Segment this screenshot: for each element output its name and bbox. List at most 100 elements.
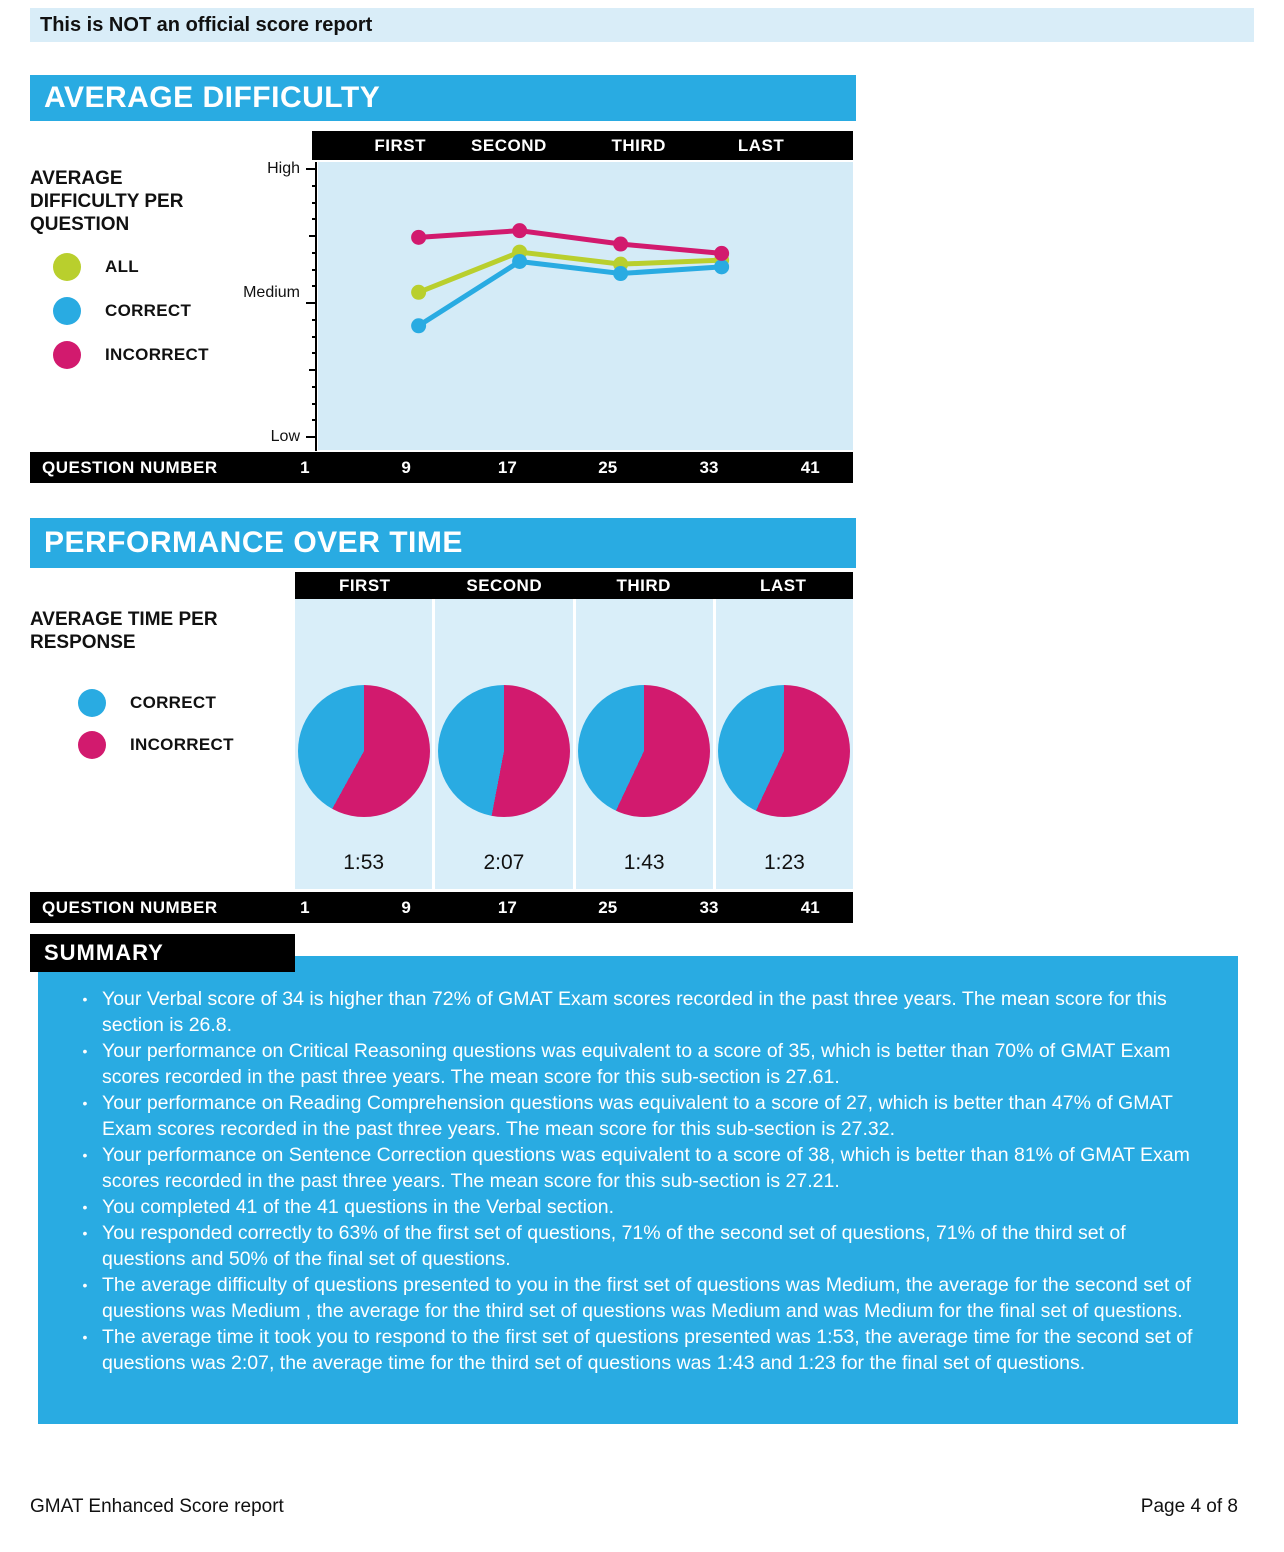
summary-bullet-item: • You completed 41 of the 41 questions in… bbox=[68, 1194, 1204, 1220]
summary-bullet-text: Your performance on Sentence Correction … bbox=[102, 1144, 1190, 1192]
series-line-all bbox=[417, 249, 722, 295]
y-axis-label-low: Low bbox=[270, 428, 300, 445]
question-number-1: 1 bbox=[300, 898, 310, 917]
data-point-incorrect bbox=[613, 236, 629, 252]
y-axis-tick bbox=[306, 168, 316, 170]
legend-label-all: ALL bbox=[105, 257, 139, 276]
summary-bullet-item: • Your performance on Critical Reasoning … bbox=[68, 1038, 1204, 1090]
legend-item-correct: CORRECT bbox=[78, 689, 234, 717]
time-chart-label: AVERAGE TIME PER RESPONSE bbox=[30, 609, 218, 653]
section-title-performance-over-time: PERFORMANCE OVER TIME bbox=[30, 518, 856, 568]
difficulty-line-chart bbox=[318, 162, 853, 450]
y-axis-tick bbox=[312, 352, 316, 355]
y-axis-tick bbox=[312, 251, 316, 254]
pie-panel-first: 1:53 bbox=[295, 599, 433, 889]
summary-bullet-text: You completed 41 of the 41 questions in … bbox=[102, 1196, 615, 1218]
legend-item-all: ALL bbox=[53, 253, 209, 281]
bullet-icon: • bbox=[82, 991, 88, 1007]
section-title-text: PERFORMANCE OVER TIME bbox=[44, 526, 463, 559]
y-axis-tick bbox=[312, 184, 316, 187]
set-label-last: LAST bbox=[760, 576, 807, 595]
bullet-icon: • bbox=[82, 1199, 88, 1215]
question-number-25: 25 bbox=[598, 898, 618, 917]
footer-page-number: Page 4 of 8 bbox=[1140, 1496, 1238, 1517]
y-axis-tick bbox=[312, 318, 316, 321]
data-point-incorrect bbox=[411, 229, 427, 245]
bullet-icon: • bbox=[82, 1095, 88, 1111]
bullet-icon: • bbox=[82, 1043, 88, 1059]
question-number-9: 9 bbox=[401, 898, 411, 917]
avg-time-value-second: 2:07 bbox=[483, 851, 525, 874]
pie-chart-last bbox=[718, 685, 851, 817]
legend-item-incorrect: INCORRECT bbox=[53, 341, 209, 369]
y-axis-tick bbox=[312, 385, 316, 388]
summary-bullet-text: Your Verbal score of 34 is higher than 7… bbox=[102, 988, 1167, 1036]
summary-bullet-item: • Your performance on Sentence Correction… bbox=[68, 1142, 1204, 1194]
set-label-last: LAST bbox=[737, 136, 785, 155]
y-axis-tick bbox=[312, 201, 316, 204]
set-label-third: THIRD bbox=[616, 576, 671, 595]
set-label-second: SECOND bbox=[471, 136, 547, 155]
bullet-icon: • bbox=[82, 1225, 88, 1241]
legend-item-correct: CORRECT bbox=[53, 297, 209, 325]
summary-bullet-text: You responded correctly to 63% of the fi… bbox=[102, 1222, 1126, 1270]
question-number-17: 17 bbox=[497, 458, 517, 477]
legend-dot-correct-icon bbox=[78, 689, 106, 717]
pie-chart-grid: 1:53 2:07 1:43 1:23 bbox=[295, 599, 853, 889]
summary-bullet-item: • The average time it took you to respond… bbox=[68, 1324, 1204, 1376]
y-axis-label-medium: Medium bbox=[243, 284, 300, 301]
data-point-correct bbox=[411, 318, 427, 334]
difficulty-question-number-bar: QUESTION NUMBER 1 9 17 25 33 41 bbox=[30, 452, 853, 483]
series-line-correct bbox=[417, 258, 722, 328]
time-legend: CORRECT INCORRECT bbox=[78, 689, 234, 759]
legend-dot-incorrect-icon bbox=[78, 731, 106, 759]
pie-panel-last: 1:23 bbox=[715, 599, 853, 889]
y-axis-tick bbox=[309, 369, 316, 371]
y-axis-tick bbox=[312, 285, 316, 288]
section-title-text: AVERAGE DIFFICULTY bbox=[44, 81, 381, 114]
pie-chart-third bbox=[578, 685, 711, 817]
set-label-first: FIRST bbox=[338, 576, 391, 595]
summary-bullet-item: • You responded correctly to 63% of the f… bbox=[68, 1220, 1204, 1272]
summary-bullet-item: • Your Verbal score of 34 is higher than … bbox=[68, 986, 1204, 1038]
data-point-incorrect bbox=[512, 223, 528, 239]
summary-bullet-text: The average difficulty of questions pres… bbox=[102, 1274, 1192, 1322]
difficulty-legend: ALL CORRECT INCORRECT bbox=[53, 253, 209, 369]
pie-chart-first bbox=[297, 685, 430, 817]
footer-report-name: GMAT Enhanced Score report bbox=[30, 1496, 284, 1517]
bullet-icon: • bbox=[82, 1147, 88, 1163]
set-label-second: SECOND bbox=[466, 576, 543, 595]
question-number-9: 9 bbox=[401, 458, 411, 477]
pie-chart-second bbox=[437, 685, 570, 817]
summary-bullet-text: Your performance on Reading Comprehensio… bbox=[102, 1092, 1173, 1140]
data-point-correct bbox=[512, 253, 528, 269]
summary-title-box: SUMMARY bbox=[30, 934, 295, 972]
y-axis-tick bbox=[306, 436, 316, 438]
data-point-all bbox=[411, 284, 427, 300]
difficulty-line-chart-svg bbox=[411, 223, 730, 334]
legend-label-correct: CORRECT bbox=[130, 693, 217, 712]
question-number-41: 41 bbox=[800, 458, 820, 477]
bullet-icon: • bbox=[82, 1277, 88, 1293]
legend-label-correct: CORRECT bbox=[105, 301, 192, 320]
avg-time-value-last: 1:23 bbox=[763, 851, 805, 874]
summary-bullet-text: Your performance on Critical Reasoning q… bbox=[102, 1040, 1171, 1088]
bullet-icon: • bbox=[82, 1329, 88, 1345]
legend-label-incorrect: INCORRECT bbox=[130, 735, 234, 754]
question-number-33: 33 bbox=[699, 898, 719, 917]
legend-item-incorrect: INCORRECT bbox=[78, 731, 234, 759]
question-number-label: QUESTION NUMBER bbox=[42, 898, 218, 917]
data-point-correct bbox=[613, 266, 629, 282]
notice-banner: This is NOT an official score report bbox=[30, 8, 1254, 42]
summary-bullet-item: • The average difficulty of questions pre… bbox=[68, 1272, 1204, 1324]
legend-dot-all-icon bbox=[53, 253, 81, 281]
y-axis-tick bbox=[312, 268, 316, 271]
summary-title-text: SUMMARY bbox=[44, 940, 164, 965]
y-axis-tick bbox=[312, 335, 316, 338]
time-set-header-bar: FIRST SECOND THIRD LAST bbox=[295, 572, 853, 599]
question-number-41: 41 bbox=[800, 898, 820, 917]
section-title-average-difficulty: AVERAGE DIFFICULTY bbox=[30, 75, 856, 121]
set-label-third: THIRD bbox=[611, 136, 666, 155]
y-axis-label-high: High bbox=[267, 160, 300, 177]
